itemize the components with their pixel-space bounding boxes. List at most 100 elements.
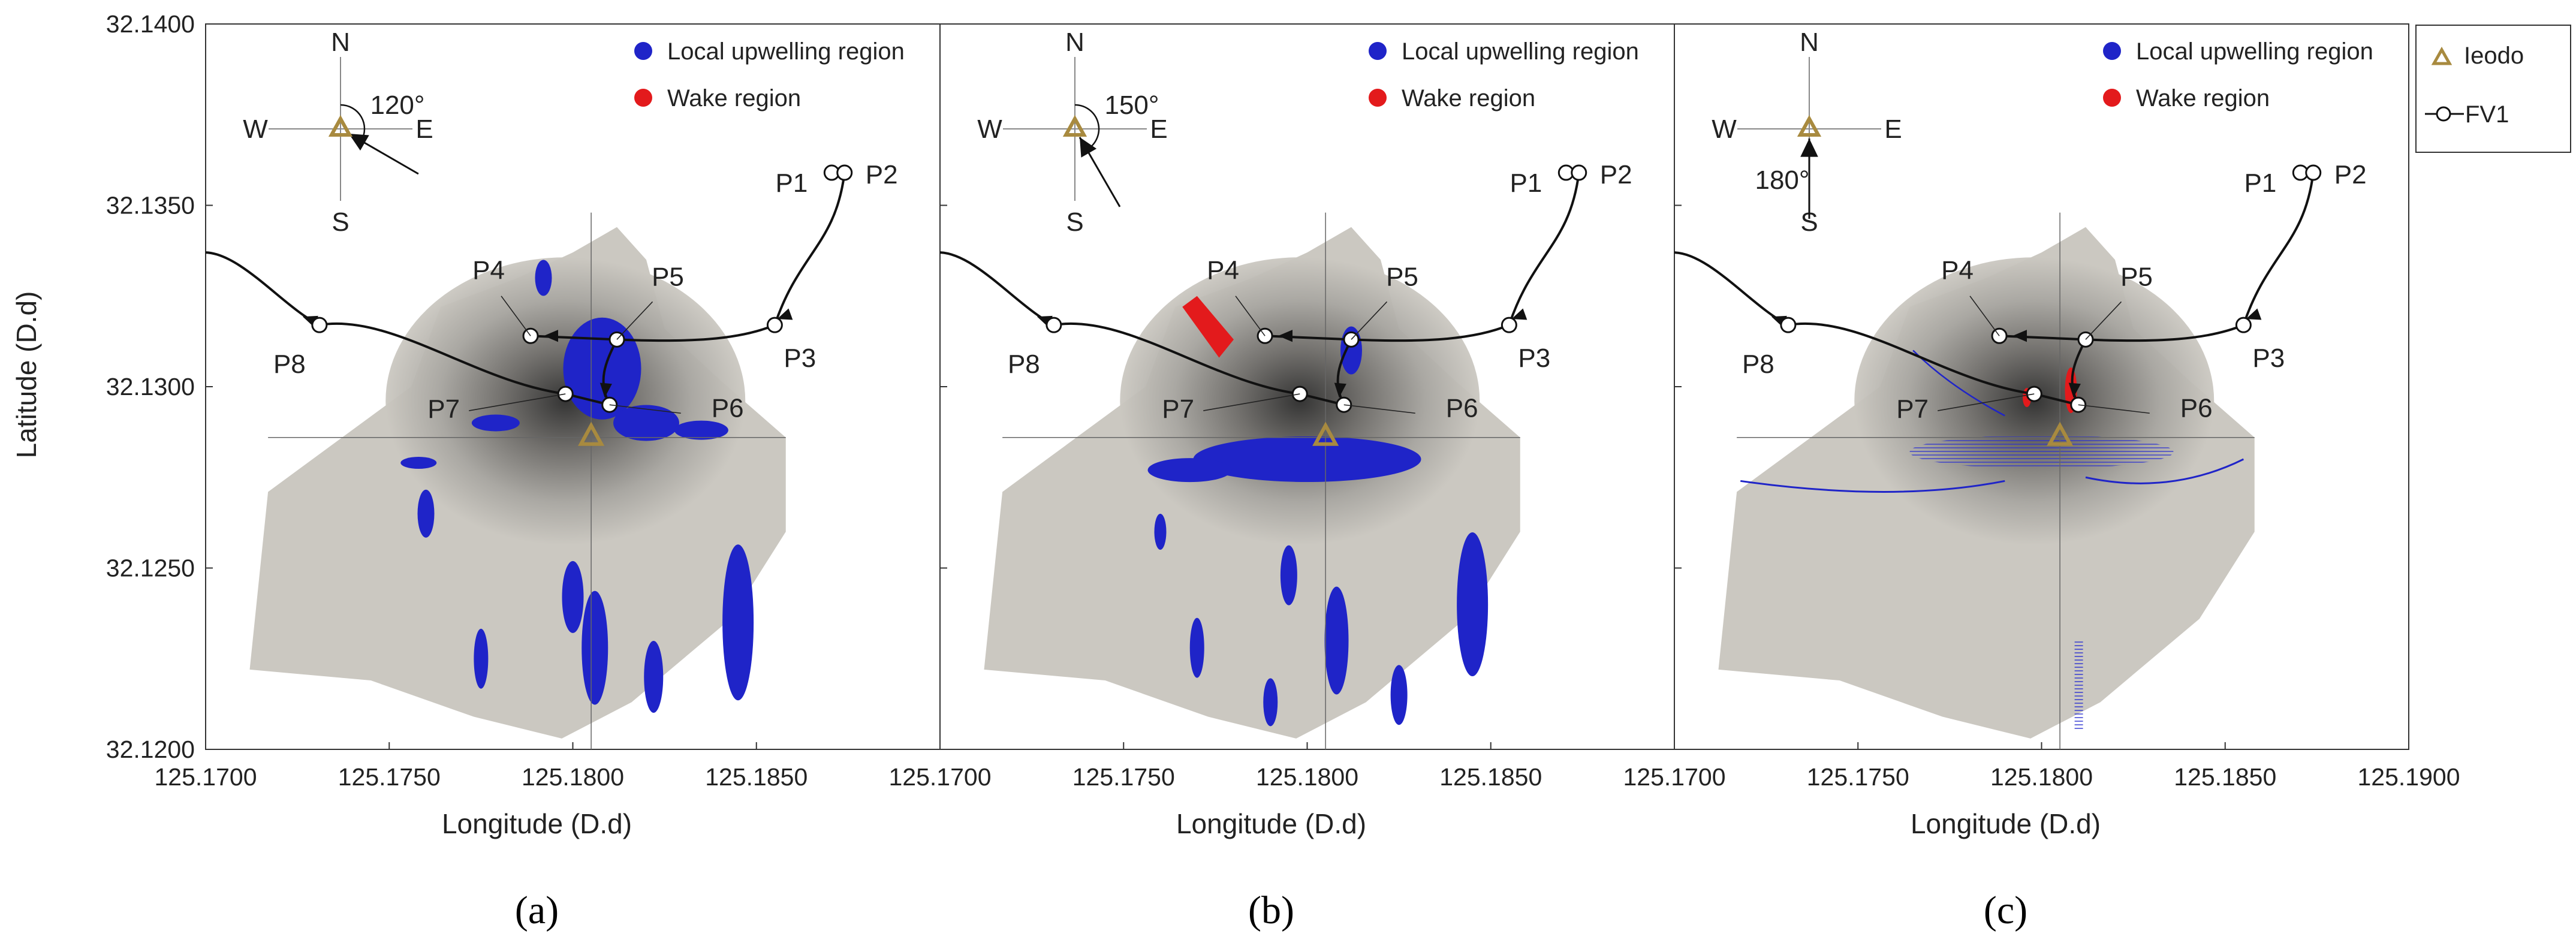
waypoint-marker: [1501, 317, 1517, 333]
upwelling-region: [1390, 665, 1408, 725]
ieodo-marker: [1312, 421, 1339, 446]
waypoint-marker: [2235, 317, 2252, 333]
x-tick-label: 125.1850: [2174, 763, 2276, 791]
compass-w: W: [977, 115, 1002, 144]
upwelling-region: [674, 420, 728, 440]
x-tick-label: 125.1700: [1623, 763, 1725, 791]
upwelling-region: [562, 561, 584, 633]
legend-wake-swatch: [634, 89, 652, 107]
key-ieodo-icon: [2431, 46, 2453, 65]
panel-caption: (b): [1248, 888, 1294, 932]
waypoint-label: P4: [1941, 255, 1974, 285]
compass-e: E: [1150, 115, 1167, 144]
track-arrow-icon: [2246, 308, 2262, 320]
waypoint-marker: [2305, 164, 2322, 181]
waypoint-marker: [1571, 164, 1587, 181]
track-arrow-icon: [777, 308, 793, 320]
x-tick-label: 125.1900: [2357, 763, 2460, 791]
x-tick-label: 125.1700: [888, 763, 991, 791]
compass-ieodo-icon: [328, 115, 353, 137]
waypoint-leader: [1938, 393, 2035, 411]
panel-caption: (c): [1984, 888, 2027, 932]
key-fv1-marker: [2436, 106, 2451, 122]
upwelling-region: [2085, 458, 2244, 484]
waypoint-label: P7: [427, 394, 460, 424]
compass-s: S: [1066, 207, 1083, 237]
wind-arrow-head: [1080, 137, 1097, 158]
upwelling-region: [1193, 436, 1421, 482]
y-tick-label: 32.1400: [106, 10, 195, 38]
ieodo-marker: [578, 421, 605, 446]
upwelling-region: [1280, 545, 1297, 605]
panel-caption: (a): [515, 888, 559, 932]
waypoint-label: P6: [1446, 393, 1478, 423]
waypoint-label: P7: [1896, 394, 1929, 424]
track-arrow-icon: [599, 382, 612, 398]
upwelling-region: [2074, 640, 2083, 731]
waypoint-label: P7: [1162, 394, 1194, 424]
legend-label: Local upwelling region: [667, 38, 905, 65]
x-tick-label: 125.1750: [338, 763, 441, 791]
waypoint-label: P5: [1386, 262, 1418, 291]
waypoint-label: P6: [712, 393, 744, 423]
waypoint-leader: [609, 404, 681, 414]
waypoint-leader: [1235, 296, 1266, 336]
legend-wake-swatch: [1369, 89, 1387, 107]
upwelling-region: [474, 628, 489, 689]
waypoint-label: P1: [775, 168, 808, 198]
waypoint-marker: [1046, 317, 1062, 333]
y-tick-label: 32.1350: [106, 192, 195, 219]
compass-n: N: [1065, 28, 1084, 57]
waypoint-label: P4: [472, 255, 505, 285]
waypoint-label: P2: [866, 160, 898, 189]
upwelling-region: [535, 260, 552, 296]
wind-arrow-head: [1800, 138, 1818, 157]
panel-a: 125.1700 125.1750 125.1800 125.1850 32.1400 3…: [11, 10, 941, 932]
waypoint-leader: [1203, 393, 1300, 411]
legend-label: Wake region: [667, 85, 801, 112]
waypoint-label: P3: [2252, 344, 2285, 373]
upwelling-region: [400, 457, 437, 469]
waypoint-label: P1: [2244, 168, 2276, 198]
track-arrow-icon: [2012, 330, 2027, 342]
waypoint-marker: [1780, 317, 1797, 333]
compass-n: N: [331, 28, 350, 57]
track-arrow-icon: [544, 330, 559, 342]
waypoint-label: P2: [2334, 160, 2367, 189]
x-tick-label: 125.1750: [1072, 763, 1175, 791]
upwelling-region: [417, 489, 435, 538]
wake-region: [1182, 296, 1234, 358]
compass-w: W: [243, 115, 268, 144]
y-tick-label: 32.1300: [106, 373, 195, 400]
waypoint-label: P6: [2180, 393, 2213, 423]
key-box: Ieodo FV1: [2415, 25, 2571, 153]
key-box-frame: [2415, 25, 2571, 153]
angle-arc: [1074, 104, 1100, 150]
waypoint-label: P3: [784, 344, 816, 373]
waypoint-leader: [2085, 301, 2122, 340]
y-axis-label: Latitude (D.d): [11, 291, 42, 459]
legend-upwelling-swatch: [1369, 42, 1387, 60]
waypoint-marker: [766, 317, 783, 333]
waypoint-leader: [1351, 301, 1388, 340]
compass-ieodo-icon: [1797, 115, 1822, 137]
key-fv1-label: FV1: [2465, 101, 2509, 128]
x-tick-label: 125.1750: [1807, 763, 1909, 791]
waypoint-marker: [311, 317, 328, 333]
x-axis-label: Longitude (D.d): [442, 808, 632, 839]
x-axis-label: Longitude (D.d): [1911, 808, 2101, 839]
upwelling-region: [1189, 617, 1204, 678]
upwelling-region: [471, 414, 520, 432]
ieodo-marker: [2047, 421, 2074, 446]
waypoint-label: P3: [1518, 344, 1550, 373]
upwelling-region: [1909, 435, 2174, 469]
upwelling-region: [644, 641, 664, 713]
waypoint-label: P8: [1742, 350, 1774, 379]
x-tick-label: 125.1850: [1439, 763, 1542, 791]
x-tick-label: 125.1800: [1990, 763, 2093, 791]
upwelling-region: [582, 591, 608, 705]
upwelling-region: [1740, 480, 2005, 493]
waypoint-leader: [1343, 404, 1415, 414]
compass-n: N: [1800, 28, 1819, 57]
